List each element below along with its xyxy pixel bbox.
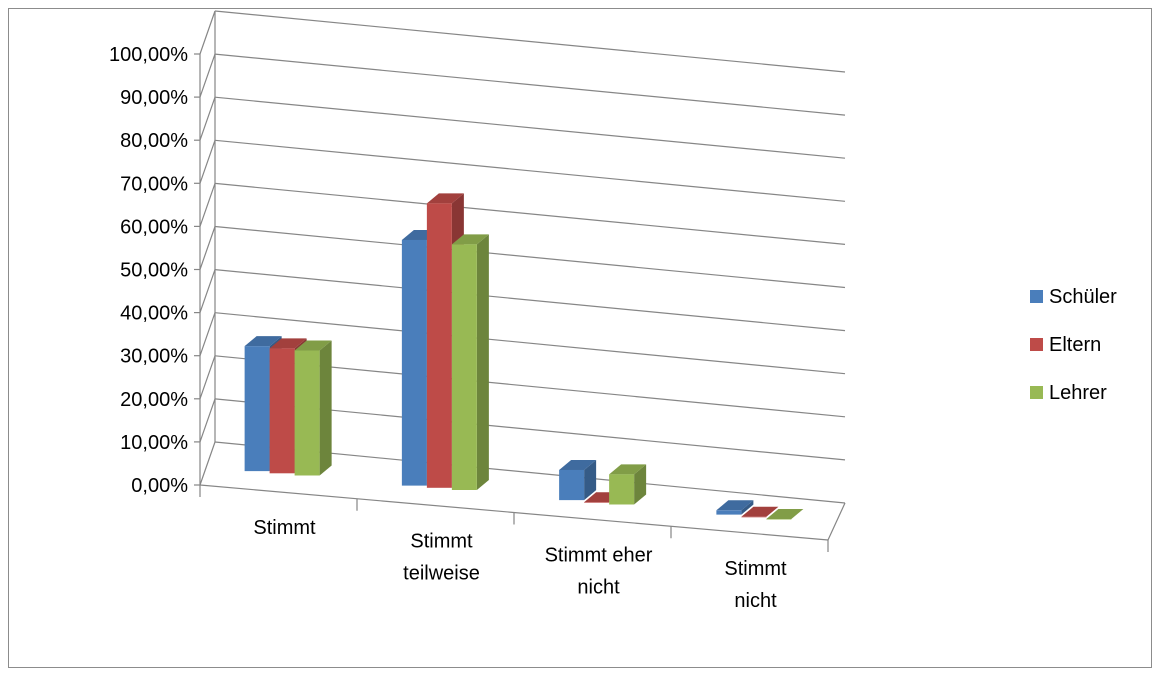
- y-axis-ticks: 0,00% 10,00% 20,00% 30,00% 40,00% 50,00% 60,00…: [109, 44, 200, 497]
- y-tick-label: 90,00%: [120, 87, 188, 109]
- gridline-side: [199, 140, 216, 184]
- gridline-back: [214, 96, 846, 159]
- y-tick-label: 100,00%: [109, 44, 188, 66]
- y-tick-label: 10,00%: [120, 432, 188, 454]
- gridline-back: [214, 182, 846, 245]
- y-tick-label: 80,00%: [120, 130, 188, 152]
- gridline-back: [214, 139, 846, 202]
- y-tick-label: 50,00%: [120, 260, 188, 282]
- x-axis-categories: Stimmt Stimmt teilweise Stimmt eher nicht Sti…: [253, 517, 787, 612]
- legend-label: Eltern: [1049, 334, 1101, 356]
- y-tick-label: 30,00%: [120, 346, 188, 368]
- bar: [451, 234, 489, 490]
- legend: Schüler Eltern Lehrer: [1030, 286, 1117, 404]
- gridline-side: [199, 10, 216, 55]
- gridline-back: [214, 269, 846, 332]
- legend-label: Schüler: [1049, 286, 1117, 308]
- bars: [244, 193, 804, 520]
- y-tick-label: 70,00%: [120, 173, 188, 195]
- y-tick-label: 60,00%: [120, 216, 188, 238]
- gridline-side: [199, 53, 216, 98]
- gridline-back: [214, 10, 846, 73]
- gridline-side: [199, 97, 216, 141]
- gridline-side: [199, 355, 216, 399]
- gridline-side: [199, 398, 216, 443]
- legend-swatch: [1030, 386, 1043, 399]
- bar: [609, 464, 647, 505]
- bar: [559, 459, 597, 501]
- bar: [741, 506, 779, 518]
- x-category-label: Stimmt eher: [545, 544, 653, 566]
- y-tick-label: 20,00%: [120, 389, 188, 411]
- floor-right-edge: [827, 502, 846, 541]
- legend-label: Lehrer: [1049, 382, 1107, 404]
- bar: [766, 508, 804, 520]
- gridline-side: [199, 226, 216, 270]
- bar: [294, 340, 332, 476]
- gridline-side: [199, 269, 216, 313]
- x-category-label: nicht: [734, 590, 777, 612]
- x-category-label: Stimmt: [410, 531, 473, 553]
- x-category-label: Stimmt: [253, 517, 316, 539]
- gridline-back: [214, 225, 846, 289]
- y-tick-label: 0,00%: [131, 475, 188, 497]
- y-tick-label: 40,00%: [120, 303, 188, 325]
- x-category-label: teilweise: [403, 563, 480, 585]
- gridline-side: [199, 441, 216, 486]
- x-category-label: nicht: [577, 576, 620, 598]
- chart-frame: [8, 8, 1152, 668]
- gridline-back: [214, 53, 846, 116]
- bar: [716, 500, 754, 515]
- x-category-label: Stimmt: [724, 558, 787, 580]
- axes: [199, 11, 846, 552]
- legend-swatch: [1030, 290, 1043, 303]
- legend-swatch: [1030, 338, 1043, 351]
- gridline-back: [214, 312, 846, 375]
- gridline-side: [199, 312, 216, 356]
- gridline-side: [199, 183, 216, 227]
